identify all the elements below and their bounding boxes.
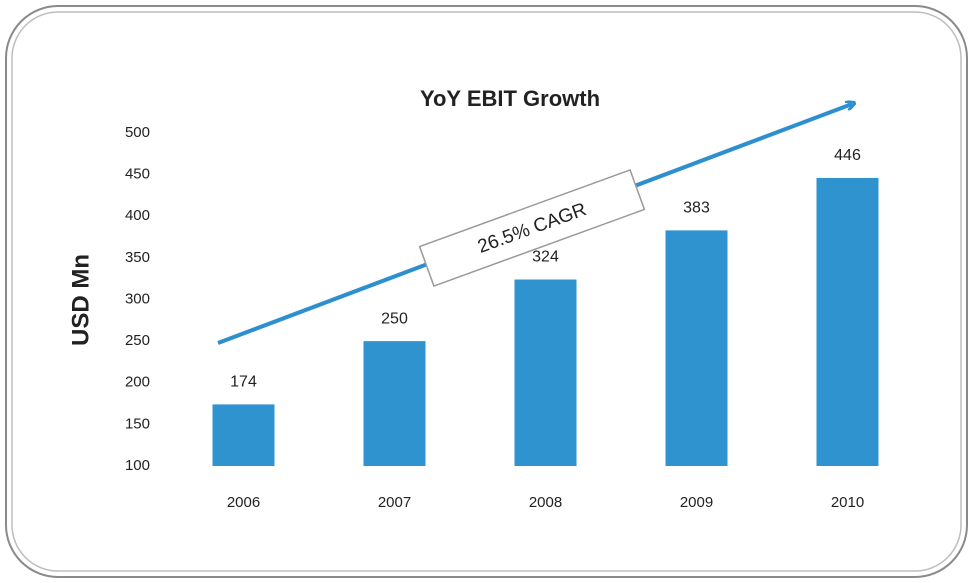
y-tick-label: 200 <box>125 374 150 391</box>
y-tick-label: 350 <box>125 249 150 266</box>
data-label: 383 <box>683 200 710 217</box>
y-tick-label: 100 <box>125 457 150 474</box>
outer-frame <box>5 5 968 578</box>
y-tick-label: 250 <box>125 332 150 349</box>
bar <box>212 404 275 466</box>
data-label: 324 <box>532 249 559 266</box>
y-axis-label: USD Mn <box>67 254 94 346</box>
inner-frame <box>11 11 962 572</box>
x-tick-label: 2010 <box>831 494 864 511</box>
y-tick-label: 300 <box>125 290 150 307</box>
x-tick-label: 2006 <box>227 494 260 511</box>
data-label: 174 <box>230 374 257 391</box>
data-label: 250 <box>381 310 408 327</box>
bar <box>665 230 728 466</box>
y-tick-label: 400 <box>125 207 150 224</box>
annotation-frame <box>418 168 646 288</box>
annotation-box: 26.5% CAGR <box>418 168 646 288</box>
y-tick-label: 150 <box>125 415 150 432</box>
x-tick-label: 2008 <box>529 494 562 511</box>
x-tick-label: 2007 <box>378 494 411 511</box>
y-tick-label: 450 <box>125 166 150 183</box>
data-label: 446 <box>834 147 861 164</box>
y-tick-label: 500 <box>125 124 150 141</box>
bar <box>363 341 426 466</box>
chart-title: YoY EBIT Growth <box>420 86 600 111</box>
bars <box>212 177 879 466</box>
bar <box>514 279 577 466</box>
x-tick-label: 2009 <box>680 494 713 511</box>
bar <box>816 177 879 466</box>
